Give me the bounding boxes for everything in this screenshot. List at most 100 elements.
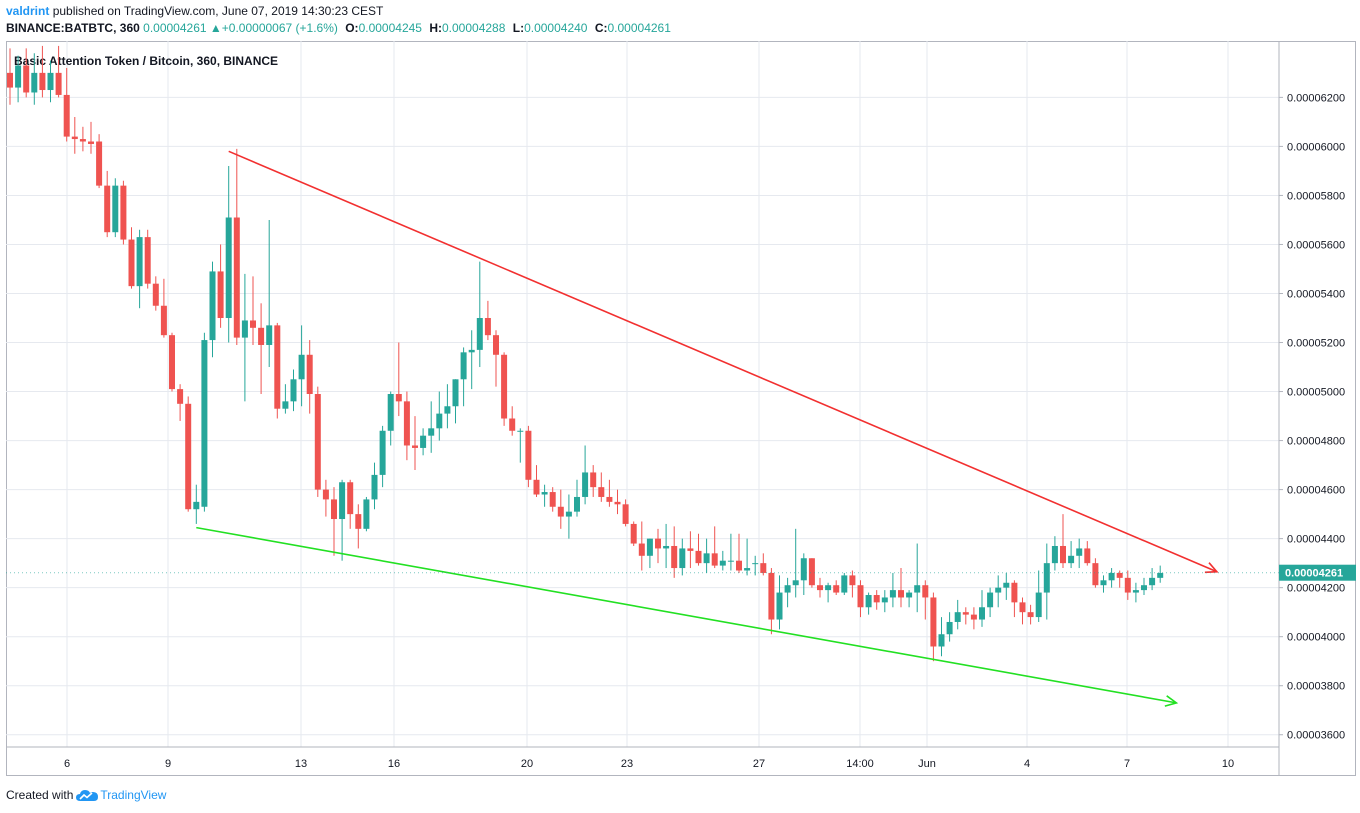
author-name[interactable]: valdrint — [6, 4, 50, 18]
footer: Created with TradingView — [6, 788, 166, 802]
candle-body — [1132, 590, 1139, 593]
candle-body — [695, 550, 702, 564]
candle-body — [679, 548, 686, 569]
candle-body — [881, 597, 888, 603]
candle-body — [557, 506, 564, 517]
candle-body — [727, 560, 734, 562]
y-tick-label: 0.00006000 — [1287, 141, 1345, 153]
candle-body — [403, 401, 410, 446]
last-price-badge — [1279, 564, 1356, 581]
candle-body — [671, 545, 678, 569]
candle-body — [7, 72, 13, 88]
candle-body — [420, 435, 427, 448]
tradingview-link[interactable]: TradingView — [76, 788, 166, 802]
candlestick-chart[interactable]: 0.00006200 0.00006000 0.00005800 0.00005600… — [6, 41, 1356, 776]
x-tick-label: 7 — [1124, 758, 1130, 770]
candle-body — [655, 538, 661, 549]
candle-body — [395, 394, 402, 402]
candle-body — [225, 217, 232, 319]
candle-body — [47, 72, 54, 91]
candle-body — [752, 563, 759, 565]
y-tick-label: 0.00004600 — [1287, 485, 1345, 497]
candle-body — [96, 141, 103, 186]
y-tick-label: 0.00003800 — [1287, 681, 1345, 693]
candle-body — [185, 403, 192, 510]
candle-body — [1084, 548, 1091, 564]
tradingview-cloud-icon — [76, 789, 99, 801]
candle-body — [1019, 602, 1026, 613]
brand-text: TradingView — [100, 788, 167, 802]
candle-body — [436, 413, 443, 429]
candle-body — [1092, 563, 1099, 586]
candle-body — [363, 499, 370, 529]
candle-body — [614, 501, 621, 505]
candle-body — [606, 496, 613, 502]
candle-body — [233, 217, 240, 338]
candle-body — [468, 349, 475, 353]
candle-body — [768, 572, 775, 620]
candle-body — [88, 141, 94, 144]
candle-body — [31, 72, 38, 93]
y-tick-label: 0.00004200 — [1287, 583, 1345, 595]
candle-body — [1035, 592, 1042, 618]
candle-body — [922, 585, 929, 598]
y-tick-label: 0.00003600 — [1287, 730, 1345, 742]
candle-body — [744, 568, 751, 571]
candle-body — [136, 237, 143, 287]
candle-body — [241, 320, 248, 338]
open-label: O: — [345, 21, 359, 35]
candle-body — [1157, 572, 1164, 578]
candle-body — [889, 590, 896, 598]
candle-body — [120, 185, 127, 240]
x-tick-label: 23 — [621, 758, 633, 770]
y-tick-label: 0.00006200 — [1287, 92, 1345, 104]
published-text: published on TradingView.com, June 07, 2… — [52, 4, 384, 18]
candle-body — [849, 575, 856, 586]
candle-body — [541, 492, 548, 495]
x-tick-label: 16 — [388, 758, 400, 770]
candle-body — [371, 474, 378, 500]
candle-body — [1068, 555, 1075, 564]
candle-body — [565, 511, 572, 517]
candle-body — [112, 185, 119, 233]
candle-body — [1124, 577, 1131, 593]
candle-body — [55, 72, 62, 95]
candle-body — [1108, 572, 1115, 581]
candle-body — [428, 428, 435, 436]
close-label: C: — [594, 21, 608, 35]
y-tick-label: 0.00004800 — [1287, 436, 1345, 448]
candle-body — [331, 499, 337, 520]
candle-body — [1141, 585, 1147, 591]
x-tick-label: 14:00 — [846, 758, 874, 770]
y-tick-label: 0.00005200 — [1287, 338, 1345, 350]
candle-body — [598, 487, 605, 497]
candle-body — [282, 401, 289, 409]
y-tick-label: 0.00004400 — [1287, 534, 1345, 546]
candle-body — [1011, 582, 1018, 603]
y-tick-label: 0.00005000 — [1287, 387, 1345, 399]
candle-body — [266, 325, 273, 345]
candle-body — [995, 587, 1002, 593]
candle-body — [825, 585, 832, 591]
candle-body — [784, 585, 791, 593]
low-value: 0.00004240 — [524, 21, 588, 35]
candle-body — [979, 607, 985, 620]
candle-body — [549, 492, 556, 507]
resistance-trendline — [228, 150, 1218, 573]
candle-body — [290, 379, 297, 402]
candle-body — [736, 560, 742, 571]
candle-body — [314, 394, 321, 490]
candle-body — [39, 72, 46, 91]
chart-frame — [6, 41, 1356, 776]
candle-body — [250, 320, 256, 328]
candle-body — [646, 538, 653, 556]
x-tick-label: 10 — [1222, 758, 1234, 770]
candle-body — [703, 553, 710, 564]
candle-body — [501, 354, 508, 419]
symbol-label: BINANCE:BATBTC, 360 — [6, 21, 140, 35]
candle-body — [954, 612, 961, 622]
candle-body — [841, 575, 848, 593]
candle-body — [663, 545, 670, 549]
candle-body — [800, 558, 807, 581]
candle-body — [63, 94, 70, 137]
